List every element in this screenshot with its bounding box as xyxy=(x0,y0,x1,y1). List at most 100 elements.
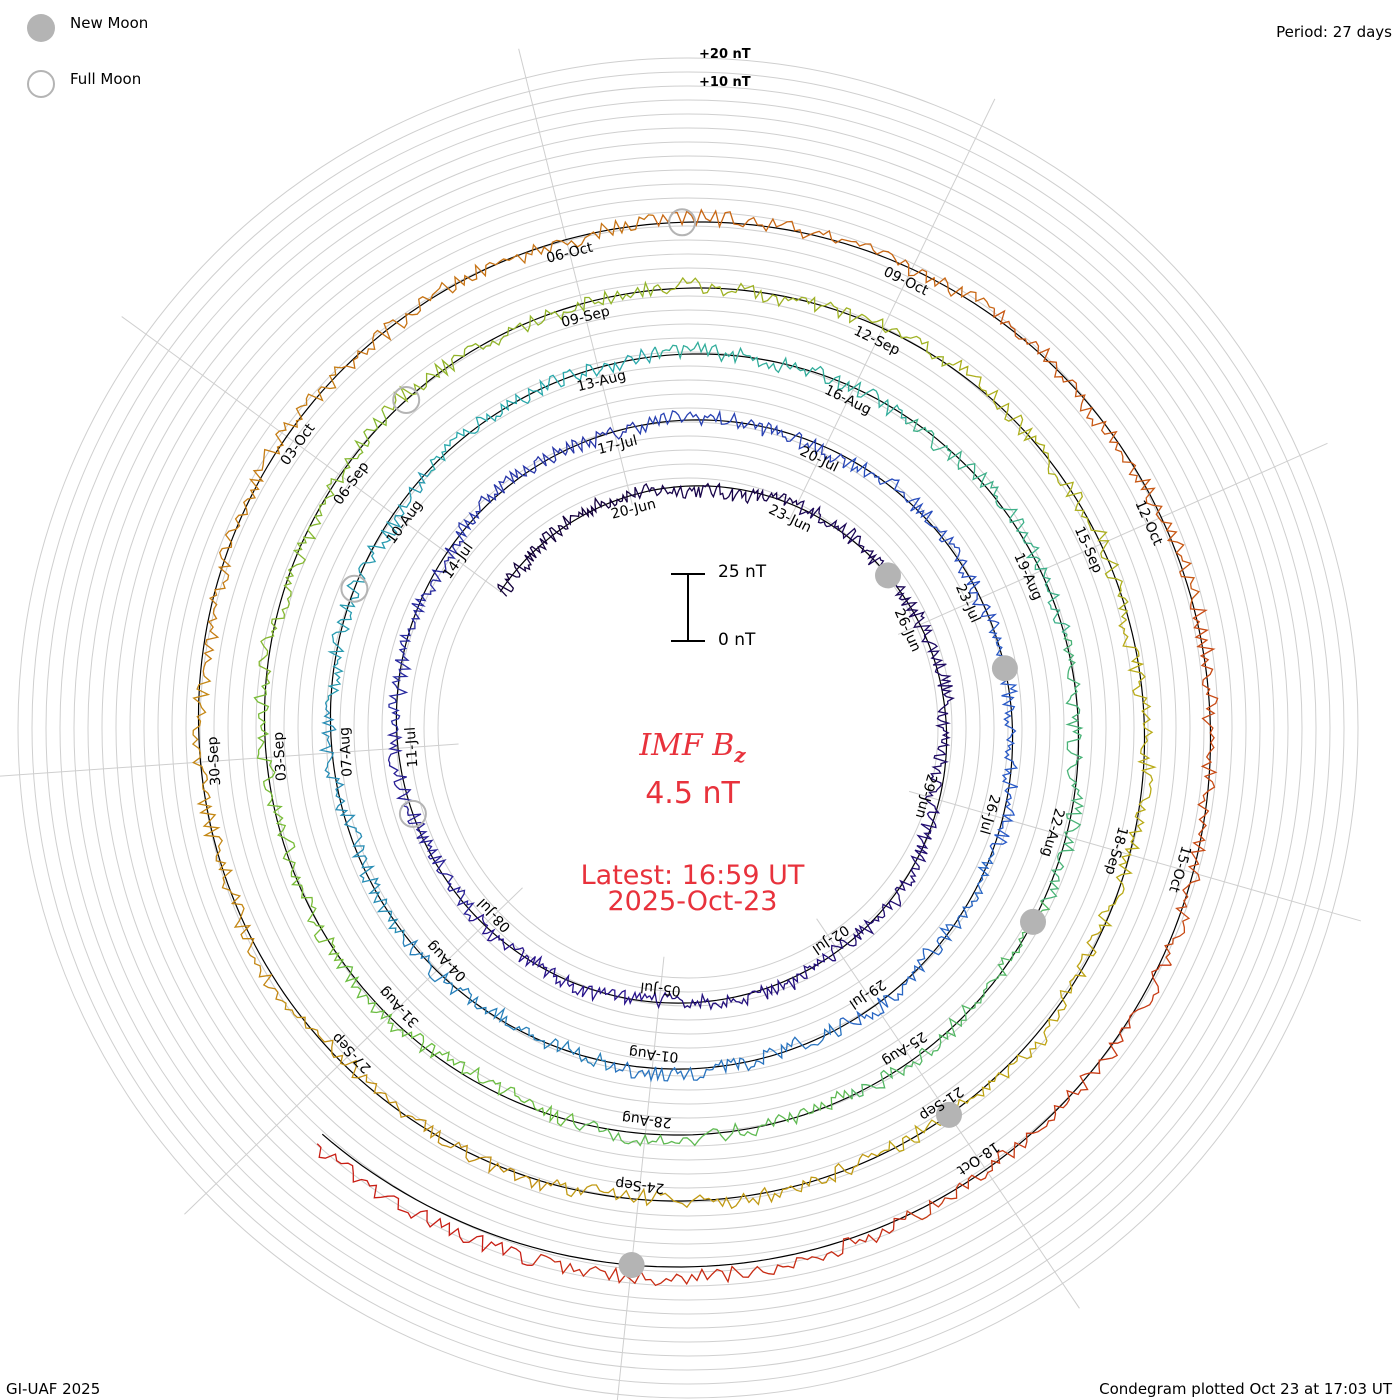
grid-circle xyxy=(87,127,1289,1329)
bz-series-segment xyxy=(316,1143,533,1266)
grid-circle xyxy=(17,57,1359,1399)
bz-series-segment xyxy=(253,682,344,962)
full-moon-marker xyxy=(392,386,421,414)
date-tick-label: 11-Jul xyxy=(403,726,422,768)
grid-circle xyxy=(269,309,1107,1147)
scale-top-label: 25 nT xyxy=(718,562,767,582)
bz-series-segment xyxy=(921,624,955,803)
reference-label-plus10: +10 nT xyxy=(699,75,751,90)
bz-series-segment xyxy=(657,276,954,368)
grid-circle xyxy=(325,365,1051,1091)
date-tick-label: 28-Aug xyxy=(621,1109,672,1130)
bz-series-segment xyxy=(468,913,651,1007)
bz-series-segment xyxy=(402,938,611,1071)
bz-series-segment xyxy=(497,490,630,597)
grid-circle xyxy=(31,71,1345,1385)
bz-series-segment xyxy=(325,471,430,704)
bz-series-segment xyxy=(202,366,342,677)
grid-circle xyxy=(185,225,1191,1231)
bz-series-segment xyxy=(1097,619,1157,932)
credit-label: GI-UAF 2025 xyxy=(6,1380,101,1398)
grid-spoke xyxy=(908,790,1362,922)
bz-series-segment xyxy=(386,731,475,921)
bz-series-segment xyxy=(573,1089,853,1147)
parameter-title: IMF Bz xyxy=(500,728,885,767)
date-tick-label: 20-Jul xyxy=(797,444,840,476)
date-tick-label: 07-Aug xyxy=(336,726,355,777)
grid-circle xyxy=(367,407,1009,1049)
grid-circle xyxy=(381,421,995,1035)
bz-series-segment xyxy=(796,500,926,629)
grid-circle xyxy=(227,267,1149,1189)
bz-series-segment xyxy=(952,359,1129,621)
date-tick-label: 17-Jul xyxy=(596,433,639,458)
date-tick-label: 01-Aug xyxy=(628,1044,679,1065)
full-moon-icon xyxy=(27,70,55,98)
scale-bar xyxy=(671,573,705,642)
new-moon-marker xyxy=(618,1252,645,1278)
grid-circle xyxy=(283,323,1093,1133)
grid-layer xyxy=(0,48,1362,1400)
grid-circle xyxy=(255,295,1121,1161)
full-moon-marker xyxy=(668,208,697,237)
bz-series-segment xyxy=(905,418,1071,635)
period-label: Period: 27 days xyxy=(1276,23,1392,41)
date-tick-label: 23-Jul xyxy=(952,582,983,626)
grid-circle xyxy=(59,99,1317,1357)
date-tick-label: 02-Jul xyxy=(809,921,852,957)
bz-series-segment xyxy=(636,409,846,469)
parameter-subscript: z xyxy=(734,743,746,767)
date-tick-label: 27-Sep xyxy=(329,1029,375,1076)
bz-series-segment xyxy=(649,952,836,1011)
full-moon-marker xyxy=(340,574,369,603)
bz-series-segment xyxy=(1164,603,1219,966)
grid-circle xyxy=(101,141,1275,1315)
moon-layer xyxy=(340,208,1046,1278)
bz-series-segment xyxy=(532,1217,906,1287)
bz-series-segment xyxy=(258,409,387,684)
bz-series-segment xyxy=(455,421,638,542)
grid-circle xyxy=(311,351,1065,1105)
new-moon-marker xyxy=(875,562,901,589)
grid-spoke xyxy=(616,956,665,1400)
bz-series-segment xyxy=(556,1152,878,1210)
grid-circle xyxy=(45,85,1331,1371)
parameter-value: 4.5 nT xyxy=(645,776,740,811)
bz-series-segment xyxy=(191,675,282,1002)
bz-series-segment xyxy=(318,702,405,939)
date-tick-label: 23-Jun xyxy=(766,502,814,536)
date-tick-label: 05-Jul xyxy=(640,979,682,999)
new-moon-marker xyxy=(936,1101,962,1128)
latest-time: Latest: 16:59 UT xyxy=(580,860,805,891)
bz-series-segment xyxy=(830,801,941,961)
bz-series-segment xyxy=(335,959,575,1127)
date-tick-label: 19-Aug xyxy=(1010,551,1045,603)
bz-series-segment xyxy=(341,214,654,370)
bz-series-segment xyxy=(1040,634,1085,902)
tick-layer: 20-Jun 23-Jun26-Jun29-Jun02-Jul05-Jul08-J… xyxy=(205,240,1194,1196)
latest-date: 2025-Oct-23 xyxy=(607,886,778,917)
full-moon-marker xyxy=(398,799,427,828)
bz-series-segment xyxy=(428,346,656,474)
date-tick-label: 12-Oct xyxy=(1131,498,1165,548)
bz-series-segment xyxy=(609,1018,842,1083)
bz-series-segment xyxy=(654,340,907,425)
data-layer xyxy=(191,208,1219,1287)
plotted-timestamp: Condegram plotted Oct 23 at 17:03 UT xyxy=(1099,1380,1392,1398)
grid-circle xyxy=(241,281,1135,1175)
scale-bottom-label: 0 nT xyxy=(718,630,756,650)
grid-circle xyxy=(213,253,1163,1203)
reference-label-plus20: +20 nT xyxy=(699,47,751,62)
grid-circle xyxy=(115,155,1261,1301)
parameter-name: IMF B xyxy=(639,728,735,763)
bz-series-segment xyxy=(876,930,1102,1157)
bz-series-segment xyxy=(652,208,995,309)
date-tick-label: 30-Sep xyxy=(205,736,224,786)
new-moon-icon xyxy=(27,14,55,42)
full-moon-legend-label: Full Moon xyxy=(70,70,142,88)
grid-circle xyxy=(199,239,1177,1217)
date-tick-label: 29-Jul xyxy=(846,976,889,1012)
new-moon-legend-label: New Moon xyxy=(70,14,149,32)
